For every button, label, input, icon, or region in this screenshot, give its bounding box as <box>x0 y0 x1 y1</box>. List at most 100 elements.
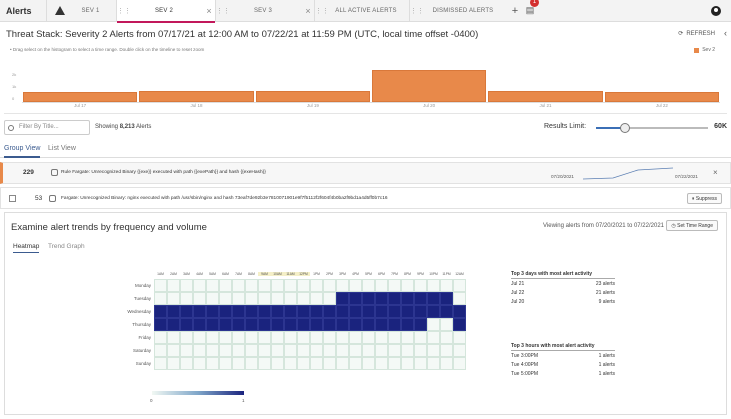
heatmap-cell[interactable] <box>336 292 349 305</box>
heatmap-cell[interactable] <box>167 279 180 292</box>
heatmap-cell[interactable] <box>349 357 362 370</box>
heatmap-cell[interactable] <box>453 318 466 331</box>
heatmap-cell[interactable] <box>323 331 336 344</box>
heatmap-cell[interactable] <box>258 331 271 344</box>
heatmap-cell[interactable] <box>245 318 258 331</box>
slider-thumb[interactable] <box>620 123 630 133</box>
heatmap-cell[interactable] <box>323 305 336 318</box>
heatmap-cell[interactable] <box>193 344 206 357</box>
heatmap-cell[interactable] <box>284 318 297 331</box>
heatmap-cell[interactable] <box>258 357 271 370</box>
close-icon[interactable]: × <box>713 168 718 177</box>
heatmap-cell[interactable] <box>284 357 297 370</box>
heatmap-cell[interactable] <box>297 305 310 318</box>
heatmap-cell[interactable] <box>219 344 232 357</box>
heatmap-cell[interactable] <box>414 344 427 357</box>
notifications-button[interactable]: ▤ 1 <box>522 0 539 16</box>
heatmap-cell[interactable] <box>414 331 427 344</box>
heatmap-cell[interactable] <box>349 318 362 331</box>
heatmap-cell[interactable] <box>349 279 362 292</box>
heatmap-cell[interactable] <box>453 279 466 292</box>
heatmap-cell[interactable] <box>388 305 401 318</box>
heatmap-cell[interactable] <box>375 344 388 357</box>
tab-dismissed-alerts[interactable]: ⋮⋮ DISMISSED ALERTS <box>409 0 508 22</box>
heatmap-cell[interactable] <box>310 318 323 331</box>
heatmap-cell[interactable] <box>245 279 258 292</box>
heatmap-cell[interactable] <box>284 292 297 305</box>
heatmap-cell[interactable] <box>245 331 258 344</box>
heatmap-cell[interactable] <box>336 305 349 318</box>
filter-by-title-input[interactable]: Filter By Title... <box>4 120 90 135</box>
heatmap-cell[interactable] <box>232 318 245 331</box>
heatmap-cell[interactable] <box>336 318 349 331</box>
heatmap-cell[interactable] <box>154 279 167 292</box>
results-limit-slider[interactable] <box>596 123 708 133</box>
heatmap-cell[interactable] <box>310 357 323 370</box>
heatmap-cell[interactable] <box>167 305 180 318</box>
heatmap-cell[interactable] <box>154 331 167 344</box>
heatmap-cell[interactable] <box>427 344 440 357</box>
heatmap-cell[interactable] <box>284 305 297 318</box>
tab-sev-3[interactable]: ⋮⋮ SEV 3 × <box>215 0 314 22</box>
heatmap-cell[interactable] <box>154 357 167 370</box>
heatmap-cell[interactable] <box>297 318 310 331</box>
tab-list-view[interactable]: List View <box>48 145 76 152</box>
heatmap-cell[interactable] <box>440 331 453 344</box>
heatmap-cell[interactable] <box>323 344 336 357</box>
heatmap-cell[interactable] <box>258 292 271 305</box>
heatmap-cell[interactable] <box>336 279 349 292</box>
heatmap-cell[interactable] <box>388 279 401 292</box>
heatmap-cell[interactable] <box>362 331 375 344</box>
heatmap-cell[interactable] <box>206 292 219 305</box>
heatmap-cell[interactable] <box>193 331 206 344</box>
heatmap-cell[interactable] <box>180 292 193 305</box>
alert-checkbox[interactable] <box>9 195 16 202</box>
heatmap-cell[interactable] <box>271 344 284 357</box>
heatmap-cell[interactable] <box>427 292 440 305</box>
heatmap-cell[interactable] <box>245 344 258 357</box>
heatmap-cell[interactable] <box>193 279 206 292</box>
heatmap-cell[interactable] <box>167 292 180 305</box>
heatmap-cell[interactable] <box>323 357 336 370</box>
histogram-bar[interactable] <box>604 92 719 102</box>
heatmap-cell[interactable] <box>206 318 219 331</box>
heatmap-cell[interactable] <box>310 331 323 344</box>
histogram-bar[interactable] <box>255 90 370 102</box>
close-icon[interactable]: × <box>206 5 212 16</box>
heatmap-cell[interactable] <box>310 344 323 357</box>
heatmap-cell[interactable] <box>271 357 284 370</box>
drag-handle-icon[interactable]: ⋮⋮ <box>315 7 329 15</box>
heatmap-cell[interactable] <box>258 279 271 292</box>
tab-sev-2[interactable]: ⋮⋮ SEV 2 × <box>116 0 215 23</box>
heatmap-cell[interactable] <box>180 331 193 344</box>
heatmap-cell[interactable] <box>271 292 284 305</box>
histogram-bar[interactable] <box>488 91 603 102</box>
histogram-bar[interactable] <box>372 69 487 102</box>
heatmap-cell[interactable] <box>193 318 206 331</box>
heatmap-cell[interactable] <box>232 279 245 292</box>
alert-row[interactable]: 53 Fargate: Unrecognized Binary: nginx e… <box>0 187 731 209</box>
heatmap-cell[interactable] <box>336 331 349 344</box>
heatmap-cell[interactable] <box>297 344 310 357</box>
collapse-chevron-icon[interactable]: ‹ <box>724 28 727 38</box>
heatmap-cell[interactable] <box>232 292 245 305</box>
heatmap-cell[interactable] <box>336 357 349 370</box>
heatmap-cell[interactable] <box>232 305 245 318</box>
heatmap-cell[interactable] <box>180 279 193 292</box>
heatmap-cell[interactable] <box>219 305 232 318</box>
heatmap-cell[interactable] <box>414 279 427 292</box>
heatmap-cell[interactable] <box>180 357 193 370</box>
heatmap-cell[interactable] <box>206 357 219 370</box>
add-tab-button[interactable]: + <box>511 4 519 17</box>
heatmap-cell[interactable] <box>258 344 271 357</box>
heatmap-cell[interactable] <box>310 279 323 292</box>
user-account-icon[interactable] <box>711 6 721 16</box>
heatmap-cell[interactable] <box>401 331 414 344</box>
heatmap-cell[interactable] <box>297 292 310 305</box>
heatmap-cell[interactable] <box>414 318 427 331</box>
heatmap-cell[interactable] <box>245 357 258 370</box>
drag-handle-icon[interactable]: ⋮⋮ <box>117 7 131 15</box>
heatmap-cell[interactable] <box>310 292 323 305</box>
heatmap-cell[interactable] <box>193 292 206 305</box>
heatmap-cell[interactable] <box>349 344 362 357</box>
